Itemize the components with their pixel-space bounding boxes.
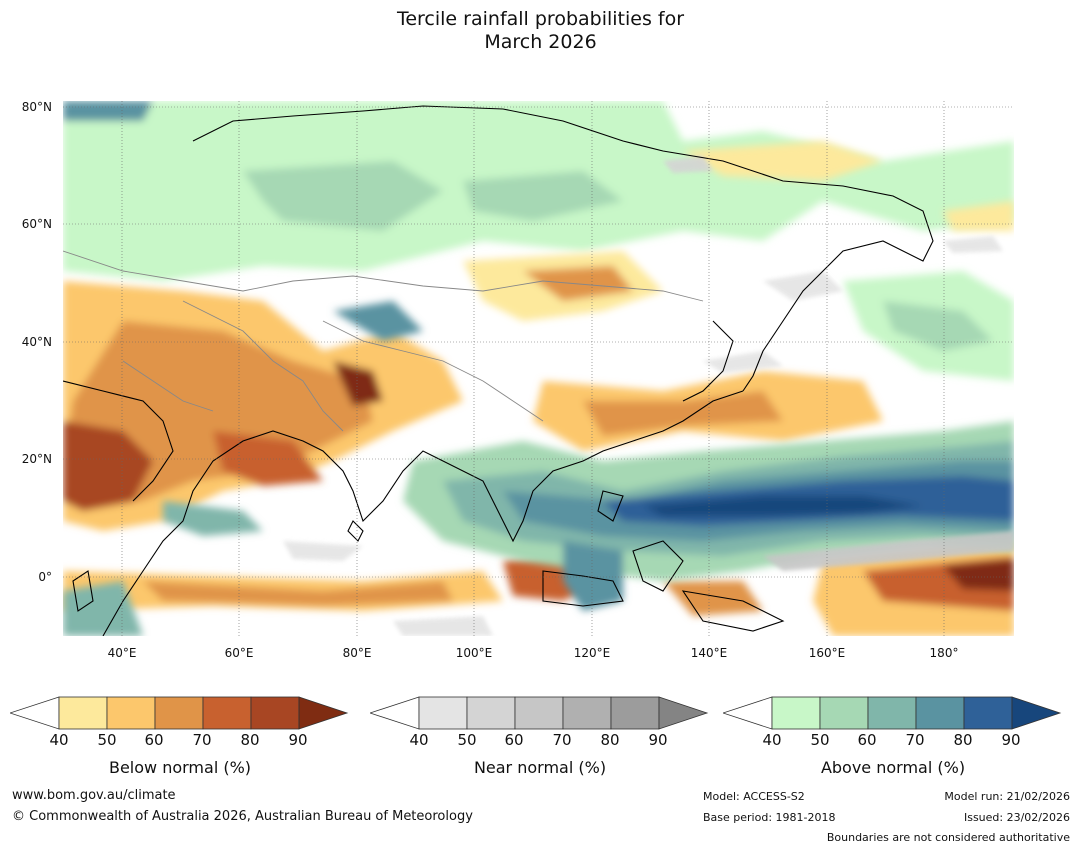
lon-label-140e: 140°E [690, 646, 728, 660]
colorbar-tick: 50 [97, 731, 117, 749]
lon-label-120e: 120°E [573, 646, 611, 660]
title-line-2: March 2026 [484, 31, 597, 53]
coastlines [63, 105, 934, 636]
colorbar-tick: 80 [600, 731, 620, 749]
title-line-1: Tercile rainfall probabilities for [396, 8, 685, 30]
lon-label-80e: 80°E [342, 646, 372, 660]
country-borders [63, 250, 704, 432]
lon-label-180: 180° [929, 646, 959, 660]
footer-url: www.bom.gov.au/climate [12, 788, 176, 803]
footer-disclaimer: Boundaries are not considered authoritat… [826, 831, 1070, 844]
colorbar-swatch [58, 696, 108, 730]
lat-label-0: 0° [38, 570, 52, 584]
colorbar-swatch [610, 696, 660, 730]
colorbar-tick: 60 [857, 731, 877, 749]
colorbar-tick: 80 [953, 731, 973, 749]
below-normal-region [63, 141, 1014, 636]
colorbar-swatch [771, 696, 821, 730]
colorbar-low-extend [8, 696, 60, 730]
colorbar-high-extend [658, 696, 709, 730]
colorbar-swatch [562, 696, 612, 730]
colorbar-tick: 40 [49, 731, 69, 749]
chart-title: Tercile rainfall probabilities for March… [0, 8, 1081, 54]
colorbar-swatch [106, 696, 156, 730]
colorbar-swatch [250, 696, 300, 730]
colorbar-tick: 40 [762, 731, 782, 749]
colorbar-swatch [963, 696, 1013, 730]
lat-label-40n: 40°N [21, 335, 52, 349]
lon-label-100e: 100°E [455, 646, 493, 660]
lon-label-160e: 160°E [808, 646, 846, 660]
footer-copyright: © Commonwealth of Australia 2026, Austra… [12, 809, 473, 824]
colorbar-tick: 50 [457, 731, 477, 749]
colorbar-tick: 70 [905, 731, 925, 749]
forecast-map [63, 101, 1014, 636]
colorbar-tick: 80 [240, 731, 260, 749]
colorbar-near-normal: 40 50 60 70 80 90 Near normal (%) [368, 695, 710, 777]
colorbar-swatch [867, 696, 917, 730]
above-normal-tropics [63, 301, 1014, 636]
footer-issued: Issued: 23/02/2026 [963, 811, 1070, 824]
footer-model: Model: ACCESS-S2 [703, 790, 805, 803]
footer-model-run: Model run: 21/02/2026 [944, 790, 1070, 803]
colorbar-above-normal: 40 50 60 70 80 90 Above normal (%) [721, 695, 1063, 777]
colorbar-tick: 90 [1001, 731, 1021, 749]
colorbar-below-swatches [8, 696, 349, 730]
colorbar-above-title: Above normal (%) [820, 758, 966, 777]
colorbar-swatch [418, 696, 468, 730]
colorbar-below-normal: 40 50 60 70 80 90 Below normal (%) [8, 695, 350, 777]
colorbar-high-extend [298, 696, 349, 730]
colorbar-tick: 90 [648, 731, 668, 749]
colorbar-swatch [202, 696, 252, 730]
lon-label-60e: 60°E [224, 646, 254, 660]
colorbar-tick: 40 [409, 731, 429, 749]
lat-label-20n: 20°N [21, 452, 52, 466]
lat-label-60n: 60°N [21, 217, 52, 231]
lon-label-40e: 40°E [107, 646, 137, 660]
colorbar-tick: 90 [288, 731, 308, 749]
colorbar-high-extend [1011, 696, 1062, 730]
lat-label-80n: 80°N [21, 100, 52, 114]
near-normal-patches [283, 156, 1014, 636]
colorbar-low-extend [721, 696, 773, 730]
colorbar-swatch [514, 696, 564, 730]
graticule [63, 101, 1014, 636]
colorbar-swatch [819, 696, 869, 730]
colorbar-tick: 70 [552, 731, 572, 749]
colorbar-tick: 50 [810, 731, 830, 749]
colorbar-tick: 70 [192, 731, 212, 749]
colorbar-swatch [915, 696, 965, 730]
colorbar-near-swatches [368, 696, 709, 730]
colorbar-swatch [466, 696, 516, 730]
colorbar-tick: 60 [144, 731, 164, 749]
colorbar-swatch [154, 696, 204, 730]
colorbar-low-extend [368, 696, 420, 730]
colorbar-below-title: Below normal (%) [108, 758, 252, 777]
map-canvas [63, 101, 1014, 636]
colorbar-near-title: Near normal (%) [473, 758, 607, 777]
colorbar-above-swatches [721, 696, 1062, 730]
footer-base-period: Base period: 1981-2018 [703, 811, 836, 824]
colorbar-tick: 60 [504, 731, 524, 749]
